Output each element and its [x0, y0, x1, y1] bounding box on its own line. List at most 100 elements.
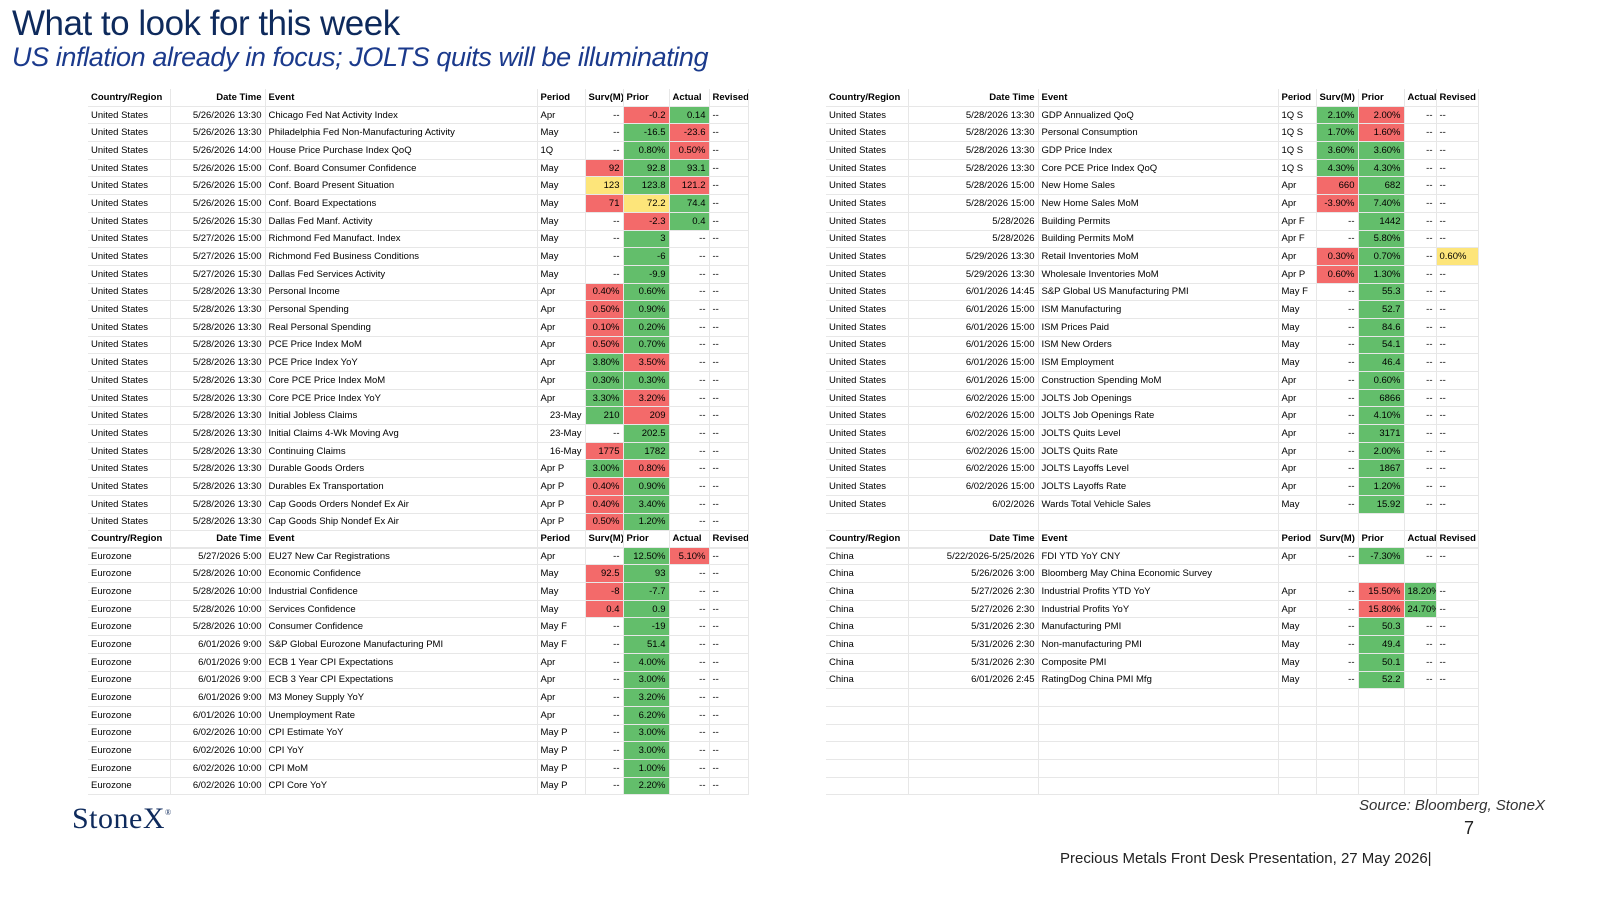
revised-cell: --	[1436, 600, 1479, 619]
actual-cell: --	[669, 424, 710, 443]
survey-cell: --	[1316, 653, 1359, 672]
table-row: United States 5/26/2026 15:00 Conf. Board …	[88, 194, 749, 213]
country-cell: United States	[826, 495, 909, 514]
event-cell: JOLTS Layoffs Rate	[1038, 477, 1279, 496]
survey-cell: --	[585, 141, 624, 160]
actual-cell: --	[669, 265, 710, 284]
country-cell: United States	[88, 265, 171, 284]
actual-cell: --	[1404, 547, 1437, 566]
empty-cell	[1436, 777, 1479, 796]
actual-cell: --	[1404, 371, 1437, 390]
period-cell: May	[537, 600, 586, 619]
survey-cell: --	[1316, 371, 1359, 390]
prior-cell: 0.80%	[623, 459, 670, 479]
survey-cell: --	[1316, 442, 1359, 461]
country-cell: Eurozone	[88, 688, 171, 707]
event-cell: ECB 1 Year CPI Expectations	[265, 653, 538, 672]
datetime-cell: 6/02/2026 15:00	[908, 424, 1039, 443]
empty-cell	[908, 777, 1039, 796]
actual-cell: --	[669, 442, 710, 461]
actual-cell: --	[1404, 635, 1437, 654]
datetime-cell: 5/28/2026 13:30	[170, 353, 266, 372]
prior-cell: 5.80%	[1358, 230, 1405, 249]
period-cell: Apr	[537, 653, 586, 672]
survey-cell: 0.60%	[1316, 265, 1359, 284]
survey-cell: --	[1316, 547, 1359, 566]
survey-cell: --	[585, 759, 624, 778]
period-cell: May	[537, 176, 586, 196]
period-cell: Apr	[537, 706, 586, 725]
empty-cell	[908, 706, 1039, 725]
event-cell: CPI Estimate YoY	[265, 724, 538, 743]
prior-cell	[1358, 564, 1405, 584]
period-cell: Apr P	[1278, 265, 1317, 284]
survey-cell: --	[1316, 424, 1359, 443]
table-row: United States 5/29/2026 13:30 Wholesale In…	[826, 265, 1479, 284]
period-cell: May	[1278, 635, 1317, 654]
period-cell: 23-May	[537, 424, 586, 443]
column-header: Date Time	[170, 530, 266, 548]
period-cell: Apr	[1278, 424, 1317, 443]
prior-cell: 1782	[623, 442, 670, 461]
revised-cell: --	[1436, 617, 1479, 637]
event-cell: Dallas Fed Manf. Activity	[265, 212, 538, 231]
table-row: China 6/01/2026 2:45 RatingDog China PMI M…	[826, 671, 1479, 690]
country-cell: United States	[88, 353, 171, 372]
datetime-cell: 5/26/2026 14:00	[170, 141, 266, 160]
period-cell: Apr F	[1278, 230, 1317, 249]
actual-cell: 0.14	[669, 106, 710, 125]
empty-cell	[826, 706, 909, 725]
event-cell: Industrial Confidence	[265, 582, 538, 601]
survey-cell: --	[585, 741, 624, 760]
period-cell: Apr	[537, 353, 586, 372]
prior-cell: 3.00%	[623, 671, 670, 690]
period-cell	[1278, 564, 1317, 584]
survey-cell	[1316, 564, 1359, 584]
revised-cell: --	[709, 247, 749, 266]
empty-row	[826, 513, 1479, 532]
table-row: United States 5/27/2026 15:30 Dallas Fed S…	[88, 265, 749, 284]
event-cell: Retail Inventories MoM	[1038, 247, 1279, 266]
actual-cell: --	[1404, 106, 1437, 125]
prior-cell: 52.2	[1358, 671, 1405, 690]
country-cell: United States	[88, 123, 171, 143]
event-cell: Core PCE Price Index QoQ	[1038, 159, 1279, 178]
revised-cell	[1436, 564, 1479, 584]
datetime-cell: 5/29/2026 13:30	[908, 265, 1039, 284]
table-row: United States 5/26/2026 15:00 Conf. Board …	[88, 176, 749, 196]
country-cell: Eurozone	[88, 582, 171, 601]
actual-cell: --	[669, 318, 710, 337]
period-cell: May	[537, 159, 586, 178]
us-calendar-table-2: Country/Region Date Time Event Period Surv(M…	[826, 89, 1479, 549]
actual-cell: --	[669, 389, 710, 408]
revised-cell: --	[1436, 653, 1479, 672]
datetime-cell: 5/28/2026 13:30	[170, 300, 266, 319]
period-cell: Apr	[1278, 547, 1317, 566]
country-cell: United States	[826, 389, 909, 408]
table-row: United States 6/01/2026 15:00 Construction…	[826, 371, 1479, 390]
actual-cell: --	[669, 653, 710, 672]
datetime-cell: 6/01/2026 15:00	[908, 353, 1039, 372]
country-cell: United States	[826, 141, 909, 160]
empty-cell	[1278, 706, 1317, 725]
country-cell: United States	[88, 371, 171, 390]
datetime-cell: 5/31/2026 2:30	[908, 653, 1039, 672]
survey-cell: --	[585, 424, 624, 443]
event-cell: Industrial Profits YoY	[1038, 600, 1279, 619]
period-cell: Apr	[1278, 176, 1317, 196]
period-cell: May P	[537, 741, 586, 760]
country-cell: United States	[88, 141, 171, 160]
actual-cell: --	[669, 671, 710, 690]
event-cell: Core PCE Price Index MoM	[265, 371, 538, 390]
country-cell: United States	[826, 247, 909, 266]
empty-row	[826, 741, 1479, 760]
datetime-cell: 6/02/2026 10:00	[170, 724, 266, 743]
revised-cell: --	[1436, 176, 1479, 196]
country-cell: United States	[826, 477, 909, 496]
actual-cell: --	[1404, 617, 1437, 637]
actual-cell: 5.10%	[669, 547, 710, 566]
footer-text: Precious Metals Front Desk Presentation,…	[1060, 850, 1432, 867]
actual-cell: --	[669, 300, 710, 319]
revised-cell: --	[1436, 283, 1479, 302]
prior-cell: 3.20%	[623, 389, 670, 408]
